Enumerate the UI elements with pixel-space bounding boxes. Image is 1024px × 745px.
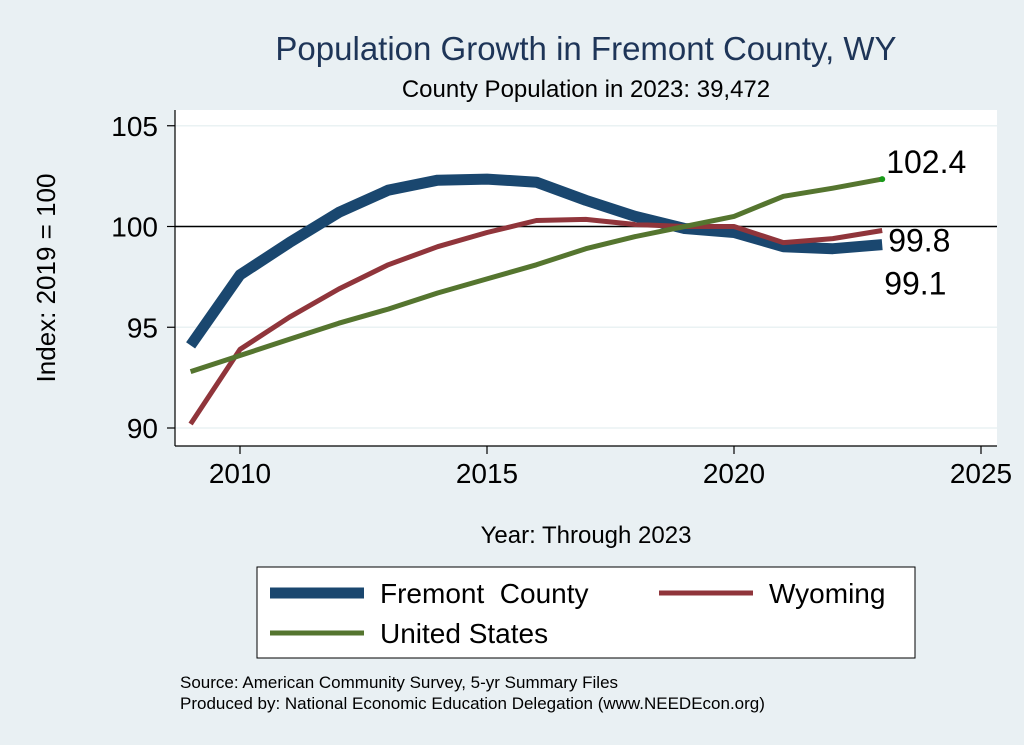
- end-label-united-states: 102.4: [886, 144, 966, 180]
- x-tick-label-2025: 2025: [950, 458, 1012, 489]
- end-label-fremont-county: 99.1: [884, 266, 946, 302]
- y-tick-label-105: 105: [111, 111, 158, 142]
- plot-area: [175, 110, 997, 446]
- chart-subtitle: County Population in 2023: 39,472: [402, 76, 770, 103]
- y-tick-label-100: 100: [111, 212, 158, 243]
- y-axis-label: Index: 2019 = 100: [31, 174, 61, 383]
- legend: Fremont County Wyoming United States: [256, 566, 916, 659]
- legend-label-united-states: United States: [380, 618, 548, 649]
- chart-title: Population Growth in Fremont County, WY: [275, 30, 896, 67]
- series-line-wyoming: [188, 216, 883, 426]
- x-axis-label: Year: Through 2023: [481, 522, 692, 549]
- series-line-fremont-county: [186, 173, 883, 349]
- produced-by-line: Produced by: National Economic Education…: [180, 694, 765, 713]
- series-line-united-states: [189, 176, 883, 374]
- axes: 90 95 100 105 2010 2015 2020 2025: [111, 110, 1012, 489]
- source-line: Source: American Community Survey, 5-yr …: [180, 673, 618, 692]
- y-tick-label-90: 90: [127, 413, 158, 444]
- series-lines: [186, 173, 886, 426]
- legend-label-fremont: Fremont County: [380, 578, 589, 609]
- x-tick-label-2010: 2010: [209, 458, 271, 489]
- x-tick-label-2015: 2015: [456, 458, 518, 489]
- x-tick-label-2020: 2020: [703, 458, 765, 489]
- legend-box: [256, 566, 916, 659]
- y-tick-label-95: 95: [127, 312, 158, 343]
- end-labels: 99.1 99.8 102.4: [884, 144, 966, 301]
- end-label-wyoming: 99.8: [888, 223, 950, 259]
- legend-label-wyoming: Wyoming: [769, 578, 885, 609]
- endpoint-marker-united-states: [879, 176, 886, 183]
